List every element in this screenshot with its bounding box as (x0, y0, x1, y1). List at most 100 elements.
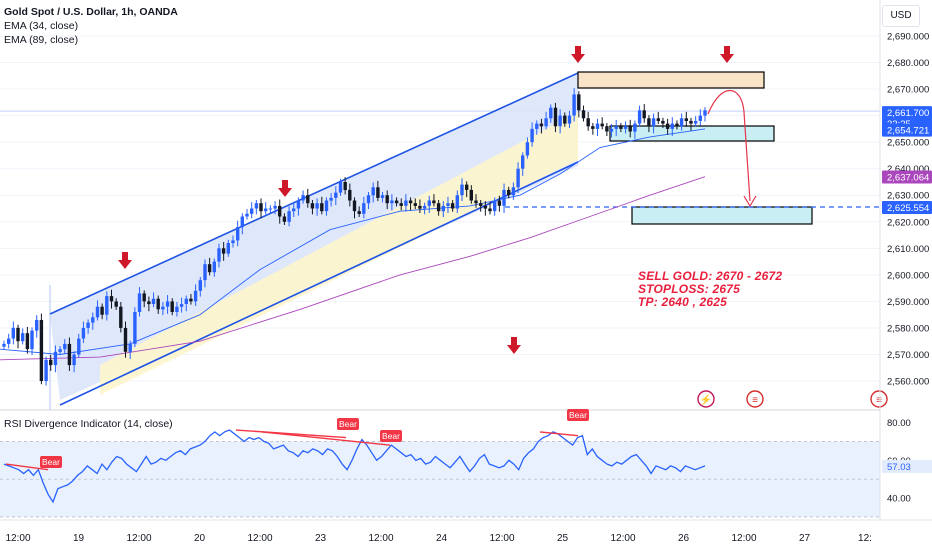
candle[interactable] (161, 301, 165, 316)
candle[interactable] (128, 340, 132, 359)
candle[interactable] (357, 206, 361, 218)
candle[interactable] (273, 201, 277, 215)
candle[interactable] (240, 213, 244, 235)
candle[interactable] (175, 301, 179, 317)
candle[interactable] (203, 259, 207, 288)
candle[interactable] (679, 113, 684, 131)
candle[interactable] (217, 243, 221, 268)
candle[interactable] (479, 200, 483, 212)
candle[interactable] (581, 105, 586, 122)
candle[interactable] (348, 183, 352, 207)
candle[interactable] (39, 313, 44, 385)
candle[interactable] (684, 111, 688, 127)
candle[interactable] (670, 117, 674, 137)
candle[interactable] (282, 213, 287, 225)
candle[interactable] (207, 257, 212, 276)
candle[interactable] (591, 123, 595, 135)
us-flag-icon[interactable]: ≡ (870, 390, 888, 408)
candle[interactable] (156, 295, 160, 314)
candle[interactable] (292, 202, 296, 218)
candle[interactable] (58, 345, 62, 356)
candle[interactable] (198, 276, 202, 297)
candle[interactable] (394, 197, 399, 207)
candle[interactable] (338, 178, 343, 196)
candle[interactable] (212, 258, 216, 277)
candle[interactable] (147, 296, 151, 312)
chart-title[interactable]: Gold Spot / U.S. Dollar, 1h, OANDA (4, 6, 178, 18)
sell-zone-box[interactable] (577, 71, 765, 89)
candle[interactable] (142, 290, 146, 308)
candle[interactable] (521, 152, 525, 176)
tp1-zone-box[interactable] (609, 125, 775, 142)
candle[interactable] (619, 123, 623, 133)
candle[interactable] (488, 202, 492, 215)
candle[interactable] (469, 185, 473, 204)
currency-button[interactable]: USD (882, 5, 920, 27)
candle[interactable] (44, 356, 48, 386)
candle[interactable] (334, 186, 338, 206)
ema89-badge[interactable]: 2,637.064 (882, 170, 932, 184)
candle[interactable] (600, 117, 604, 130)
candle[interactable] (493, 197, 497, 216)
candle[interactable] (586, 111, 590, 131)
candle[interactable] (25, 326, 30, 354)
candle[interactable] (689, 117, 693, 131)
candle[interactable] (119, 301, 123, 333)
candle[interactable] (320, 196, 324, 215)
candle[interactable] (63, 339, 67, 354)
candle[interactable] (455, 190, 459, 214)
rsi-title[interactable]: RSI Divergence Indicator (14, close) (4, 418, 173, 430)
candle[interactable] (53, 345, 58, 373)
candle[interactable] (231, 235, 235, 248)
candle[interactable] (422, 202, 427, 215)
candle[interactable] (259, 198, 263, 219)
candle[interactable] (170, 298, 174, 316)
candle[interactable] (418, 199, 422, 214)
candle[interactable] (86, 319, 90, 334)
candle[interactable] (385, 190, 389, 210)
candle[interactable] (151, 292, 156, 308)
candle[interactable] (507, 186, 511, 199)
ema89-legend[interactable]: EMA (89, close) (4, 34, 79, 46)
candle[interactable] (703, 107, 707, 122)
candle[interactable] (189, 293, 193, 305)
candle[interactable] (460, 178, 464, 202)
candle[interactable] (413, 198, 417, 210)
candle[interactable] (609, 124, 614, 138)
candle[interactable] (352, 197, 357, 219)
candle[interactable] (427, 195, 431, 214)
candle[interactable] (133, 307, 137, 348)
candle[interactable] (165, 295, 170, 314)
candle[interactable] (698, 109, 702, 126)
candle[interactable] (436, 200, 441, 216)
us-flag-icon[interactable]: ≡ (746, 390, 764, 408)
tp2-badge[interactable]: 2,625.554 (882, 201, 932, 215)
candle[interactable] (530, 122, 534, 147)
candle[interactable] (287, 206, 291, 227)
candle[interactable] (656, 111, 660, 125)
candle[interactable] (614, 119, 618, 137)
candle[interactable] (572, 88, 576, 122)
candle[interactable] (324, 197, 329, 216)
candle[interactable] (366, 192, 371, 210)
candle[interactable] (193, 284, 198, 306)
bear-label[interactable]: Bear (380, 430, 402, 442)
bear-label[interactable]: Bear (337, 418, 359, 430)
candle[interactable] (137, 287, 142, 317)
candle[interactable] (539, 118, 544, 134)
candle[interactable] (123, 321, 128, 358)
candle[interactable] (651, 113, 656, 134)
candle[interactable] (236, 220, 240, 247)
candle[interactable] (184, 295, 188, 312)
candle[interactable] (315, 198, 319, 216)
candle[interactable] (637, 105, 642, 127)
candle[interactable] (95, 300, 100, 321)
candle[interactable] (605, 123, 609, 137)
candle[interactable] (647, 115, 651, 133)
candle[interactable] (49, 355, 53, 371)
candle[interactable] (567, 110, 572, 129)
candle[interactable] (553, 102, 558, 133)
candle[interactable] (278, 199, 282, 224)
candle[interactable] (623, 121, 628, 134)
